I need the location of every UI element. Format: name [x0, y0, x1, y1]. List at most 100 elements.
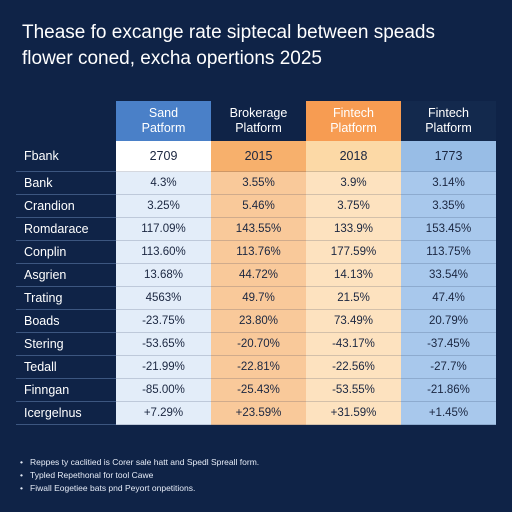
- table-row: Stering -53.65% -20.70% -43.17% -37.45%: [16, 333, 496, 356]
- row-label: Icergelnus: [16, 402, 116, 425]
- column-header-label: Fintech Platform: [330, 106, 377, 136]
- row-label: Crandion: [16, 195, 116, 218]
- table-cell: 3.35%: [401, 195, 496, 218]
- column-header-label: Brokerage Platform: [230, 106, 288, 136]
- bullet-icon: •: [20, 457, 23, 467]
- table-cell: 4.3%: [116, 172, 211, 195]
- table-cell: -23.75%: [116, 310, 211, 333]
- table-cell: 5.46%: [211, 195, 306, 218]
- column-header-2: Brokerage Platform: [211, 101, 306, 141]
- table-cell: 117.09%: [116, 218, 211, 241]
- footnote-text: Reppes ty caclitied is Corer sale hatt a…: [30, 457, 260, 467]
- column-header-line: Fintech: [332, 106, 374, 120]
- footnote: • Reppes ty caclitied is Corer sale hatt …: [20, 456, 490, 469]
- table-cell: 2709: [116, 141, 211, 172]
- table-cell: 3.55%: [211, 172, 306, 195]
- table-row: Boads -23.75% 23.80% 73.49% 20.79%: [16, 310, 496, 333]
- footnote: • Fiwall Eogetiee bats pnd Peyort onpetit…: [20, 482, 490, 495]
- table-cell: 113.60%: [116, 241, 211, 264]
- table-cell: -53.65%: [116, 333, 211, 356]
- column-header-label: Sand Patform: [142, 106, 186, 136]
- footnotes: • Reppes ty caclitied is Corer sale hatt …: [20, 456, 490, 495]
- table-cell: -21.99%: [116, 356, 211, 379]
- table-cell: -27.7%: [401, 356, 496, 379]
- table-cell: 49.7%: [211, 287, 306, 310]
- table-cell: 33.54%: [401, 264, 496, 287]
- column-header-line: Platform: [235, 121, 282, 135]
- column-header-label: Fintech Platform: [425, 106, 472, 136]
- title-line-1: Thease fo excange rate siptecal between …: [22, 22, 435, 43]
- table-row: Romdarace 117.09% 143.55% 133.9% 153.45%: [16, 218, 496, 241]
- table-cell: 113.76%: [211, 241, 306, 264]
- table-cell: -20.70%: [211, 333, 306, 356]
- row-label: Stering: [16, 333, 116, 356]
- row-label: Trating: [16, 287, 116, 310]
- header-corner: [16, 101, 116, 141]
- footnote-text: Fiwall Eogetiee bats pnd Peyort onpetiti…: [30, 483, 196, 493]
- table-cell: 3.75%: [306, 195, 401, 218]
- table-row: Bank 4.3% 3.55% 3.9% 3.14%: [16, 172, 496, 195]
- bullet-icon: •: [20, 483, 23, 493]
- chart-title: Thease fo excange rate siptecal between …: [22, 20, 492, 72]
- column-header-4: Fintech Platform: [401, 101, 496, 141]
- row-label: Finngan: [16, 379, 116, 402]
- table-cell: -53.55%: [306, 379, 401, 402]
- column-header-line: Platform: [425, 121, 472, 135]
- table-body: Fbank 2709 2015 2018 1773 Bank 4.3% 3.55% 3.9% 3.…: [16, 141, 496, 425]
- table-cell: -85.00%: [116, 379, 211, 402]
- table-cell: 4563%: [116, 287, 211, 310]
- column-header-line: Patform: [141, 121, 186, 135]
- row-label: Romdarace: [16, 218, 116, 241]
- row-label: Tedall: [16, 356, 116, 379]
- table-cell: 13.68%: [116, 264, 211, 287]
- table-row: Finngan -85.00% -25.43% -53.55% -21.86%: [16, 379, 496, 402]
- rate-spread-table: Sand Patform Brokerage Platform Fintech Platf…: [16, 101, 496, 425]
- bullet-icon: •: [20, 470, 23, 480]
- table-cell: 73.49%: [306, 310, 401, 333]
- table-cell: 47.4%: [401, 287, 496, 310]
- table-cell: 20.79%: [401, 310, 496, 333]
- column-header-line: Platform: [330, 121, 377, 135]
- table-row: Icergelnus +7.29% +23.59% +31.59% +1.45%: [16, 402, 496, 425]
- table-cell: -37.45%: [401, 333, 496, 356]
- table-cell: 3.9%: [306, 172, 401, 195]
- table-row: Trating 4563% 49.7% 21.5% 47.4%: [16, 287, 496, 310]
- table-cell: +7.29%: [116, 402, 211, 425]
- row-label: Conplin: [16, 241, 116, 264]
- table-row: Asgrien 13.68% 44.72% 14.13% 33.54%: [16, 264, 496, 287]
- row-label: Bank: [16, 172, 116, 195]
- column-header-1: Sand Patform: [116, 101, 211, 141]
- table-cell: 1773: [401, 141, 496, 172]
- table-cell: 143.55%: [211, 218, 306, 241]
- table-cell: +1.45%: [401, 402, 496, 425]
- column-header-3: Fintech Platform: [306, 101, 401, 141]
- table-cell: +23.59%: [211, 402, 306, 425]
- table-cell: 3.14%: [401, 172, 496, 195]
- table-cell: 44.72%: [211, 264, 306, 287]
- table-cell: -21.86%: [401, 379, 496, 402]
- table-cell: 177.59%: [306, 241, 401, 264]
- table-cell: +31.59%: [306, 402, 401, 425]
- table-cell: -25.43%: [211, 379, 306, 402]
- column-header-line: Brokerage: [229, 106, 288, 120]
- table-cell: 14.13%: [306, 264, 401, 287]
- table-cell: 133.9%: [306, 218, 401, 241]
- table-cell: 23.80%: [211, 310, 306, 333]
- table-cell: 21.5%: [306, 287, 401, 310]
- table-row: Tedall -21.99% -22.81% -22.56% -27.7%: [16, 356, 496, 379]
- table-row: Fbank 2709 2015 2018 1773: [16, 141, 496, 172]
- table-cell: -22.81%: [211, 356, 306, 379]
- row-label: Asgrien: [16, 264, 116, 287]
- title-line-2: flower coned, excha opertions 2025: [22, 48, 322, 69]
- column-header-line: Sand: [148, 106, 179, 120]
- column-header-line: Fintech: [427, 106, 469, 120]
- row-label: Boads: [16, 310, 116, 333]
- table-cell: 113.75%: [401, 241, 496, 264]
- table-row: Crandion 3.25% 5.46% 3.75% 3.35%: [16, 195, 496, 218]
- table-header-row: Sand Patform Brokerage Platform Fintech Platf…: [16, 101, 496, 141]
- row-label: Fbank: [16, 141, 116, 172]
- table-cell: -43.17%: [306, 333, 401, 356]
- table-cell: 153.45%: [401, 218, 496, 241]
- footnote-text: Typled Repethonal for tool Cawe: [30, 470, 154, 480]
- table-cell: -22.56%: [306, 356, 401, 379]
